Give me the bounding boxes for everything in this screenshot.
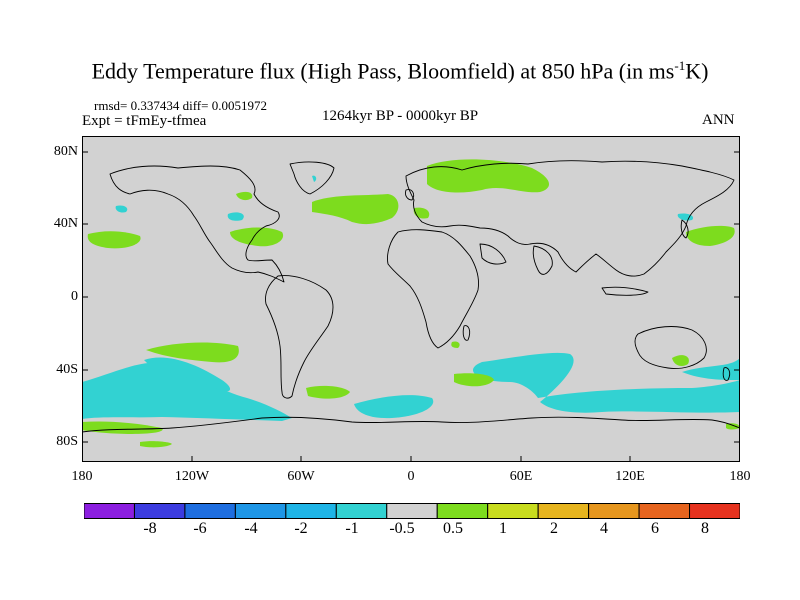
lat-label-40n: 40N — [53, 216, 78, 231]
colorbar-swatch — [285, 503, 337, 519]
south-of-africa-patch — [454, 373, 494, 387]
world-map-panel — [82, 136, 740, 462]
southwest-pacific-patch — [82, 421, 163, 434]
indonesia-coast — [601, 286, 649, 296]
colorbar-swatch — [537, 503, 590, 519]
colorbar-label: 4 — [600, 520, 608, 537]
arctic-spot — [312, 175, 317, 182]
colorbar-label: -0.5 — [389, 520, 415, 537]
ross-sea-patch — [726, 423, 740, 430]
labrador-patch — [236, 191, 253, 201]
mid-pacific-west-patch — [87, 231, 141, 249]
hudson-bay-spot — [227, 212, 244, 221]
plot-title: Eddy Temperature flux (High Pass, Bloomf… — [0, 58, 800, 84]
lon-label-60w: 60W — [287, 469, 315, 484]
southern-ocean-pacific-band — [82, 362, 292, 421]
southern-australia-patch — [672, 355, 689, 366]
greenland-coast — [289, 161, 335, 195]
antarctica-coast — [82, 416, 740, 433]
japan-sea-spot — [677, 213, 694, 221]
positive-anomaly-regions — [82, 159, 740, 448]
north-atlantic-band — [312, 194, 399, 225]
colorbar-swatch — [234, 503, 287, 519]
colorbar-label: 1 — [499, 520, 507, 537]
lat-label-0: 0 — [71, 289, 78, 304]
lon-label-120w: 120W — [174, 469, 210, 484]
colorbar — [84, 503, 740, 519]
europe-asia-coast — [405, 160, 735, 277]
title-text: Eddy Temperature flux (High Pass, Bloomf… — [91, 58, 675, 84]
colorbar-label: -2 — [294, 520, 308, 537]
africa-coast — [387, 229, 479, 349]
northwest-pacific-patch — [686, 225, 735, 246]
india-coast — [532, 245, 553, 275]
subantarctic-south-pacific — [682, 358, 740, 380]
colorbar-label: 8 — [701, 520, 709, 537]
lon-label-120e: 120E — [615, 469, 645, 484]
colorbar-swatch — [487, 503, 539, 519]
colorbar-swatch — [133, 503, 186, 519]
period-label: 1264kyr BP - 0000kyr BP — [322, 108, 479, 124]
experiment-label: Expt = tFmEy-tfmea — [82, 113, 207, 129]
eastern-us-patch — [230, 227, 284, 247]
lon-label-0: 0 — [407, 469, 415, 484]
south-atlantic-patch — [354, 395, 434, 419]
negative-anomaly-regions — [82, 175, 740, 421]
lon-label-180-left: 180 — [71, 469, 93, 484]
south-pacific-patch — [146, 342, 239, 363]
colorbar-swatch — [638, 503, 691, 519]
title-unit-end: K) — [685, 58, 709, 84]
north-pacific-spot — [115, 205, 128, 213]
colorbar-swatch — [335, 503, 388, 519]
south-america-coast — [265, 275, 334, 399]
japan-coast — [680, 219, 689, 239]
colorbar-label: -1 — [345, 520, 359, 537]
scandinavia-russia-patch — [427, 159, 550, 193]
colorbar-swatch — [436, 503, 489, 519]
colorbar-swatch — [689, 503, 740, 519]
lat-label-80s: 80S — [56, 434, 78, 449]
colorbar-swatch — [84, 503, 135, 519]
arabia-coast — [479, 243, 507, 265]
australia-coast — [634, 326, 707, 369]
season-label: ANN — [702, 112, 735, 128]
colorbar-swatch — [184, 503, 236, 519]
north-america-coast — [109, 165, 285, 283]
title-superscript: -1 — [674, 58, 686, 73]
colorbar-swatch — [386, 503, 438, 519]
colorbar-label: -8 — [143, 520, 157, 537]
lon-label-60e: 60E — [509, 469, 533, 484]
madagascar-spot — [451, 341, 460, 348]
colorbar-swatch — [588, 503, 640, 519]
rmsd-diff-stats: rmsd= 0.337434 diff= 0.0051972 — [94, 98, 267, 113]
coastlines — [82, 160, 740, 433]
uk-coast — [405, 189, 415, 201]
lon-label-180-right: 180 — [729, 469, 751, 484]
lat-label-80n: 80N — [53, 144, 78, 159]
south-indian-ocean-band — [472, 352, 740, 413]
colorbar-label: 2 — [550, 520, 558, 537]
south-atlantic-patch — [306, 385, 350, 399]
new-zealand-coast — [722, 367, 731, 381]
colorbar-label: -6 — [193, 520, 207, 537]
madagascar-coast — [462, 325, 471, 341]
lat-label-40s: 40S — [56, 362, 78, 377]
mediterranean-patch — [413, 207, 430, 219]
colorbar-label: 0.5 — [443, 520, 463, 537]
colorbar-label: -4 — [244, 520, 258, 537]
antarctic-pacific-patch — [140, 441, 172, 448]
south-pacific-tongue — [144, 357, 231, 392]
tick-marks — [82, 151, 740, 462]
colorbar-label: 6 — [651, 520, 659, 537]
